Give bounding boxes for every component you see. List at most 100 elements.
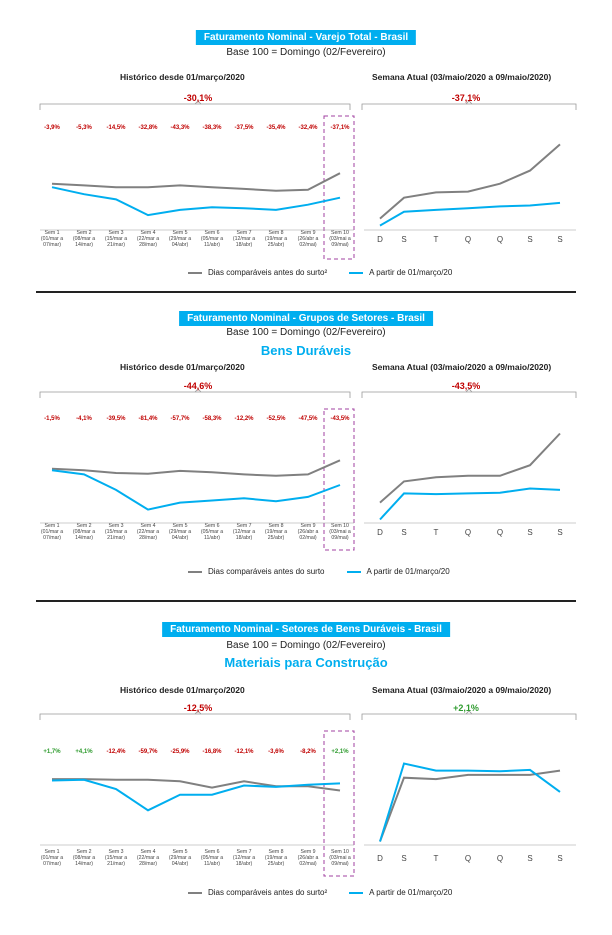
x-tick-label: Sem 3 bbox=[109, 230, 124, 236]
week-change-label: -32,4% bbox=[298, 125, 318, 131]
x-tick-label: (22/mar a bbox=[137, 236, 159, 242]
week-change-label: -4,1% bbox=[76, 416, 92, 422]
history-total-change: -30,1% bbox=[184, 93, 213, 103]
x-tick-label: (01/mar a bbox=[41, 236, 63, 242]
history-bracket bbox=[39, 391, 351, 398]
chart-subtitle: Base 100 = Domingo (02/Fevereiro) bbox=[226, 47, 386, 58]
x-tick-label: Sem 4 bbox=[141, 523, 156, 529]
legend: Dias comparáveis antes do surto² A partir… bbox=[188, 268, 452, 277]
week-total-change: +2,1% bbox=[453, 703, 479, 713]
history-bracket bbox=[39, 713, 351, 720]
x-tick-label: (26/abr a bbox=[298, 855, 319, 861]
week-line-since-march bbox=[379, 487, 561, 521]
day-tick-label: S bbox=[527, 854, 532, 863]
x-tick-label: 02/mai) bbox=[299, 861, 317, 867]
x-tick-label: Sem 10 bbox=[331, 523, 349, 529]
section-divider bbox=[36, 291, 576, 293]
x-tick-label: (19/mar a bbox=[265, 236, 287, 242]
x-tick-label: Sem 9 bbox=[301, 849, 316, 855]
week-change-label: -81,4% bbox=[138, 416, 158, 422]
x-tick-label: (29/mar a bbox=[169, 855, 191, 861]
x-tick-label: 11/abr) bbox=[204, 535, 220, 541]
chart-group-title: Materiais para Construção bbox=[224, 655, 388, 670]
x-tick-label: 04/abr) bbox=[172, 242, 189, 248]
x-tick-label: Sem 5 bbox=[173, 230, 188, 236]
history-header: Histórico desde 01/março/2020 bbox=[120, 72, 245, 82]
x-tick-label: (15/mar a bbox=[105, 236, 127, 242]
x-tick-label: (15/mar a bbox=[105, 529, 127, 535]
week-change-label: -12,1% bbox=[234, 749, 254, 755]
x-tick-label: (26/abr a bbox=[298, 236, 319, 242]
x-tick-label: Sem 10 bbox=[331, 230, 349, 236]
legend-swatch-gray bbox=[188, 271, 202, 274]
x-tick-label: (19/mar a bbox=[265, 855, 287, 861]
history-line-pre-outbreak bbox=[52, 778, 341, 792]
legend-label-since-march: A partir de 01/março/20 bbox=[369, 888, 453, 897]
day-tick-label: Q bbox=[465, 854, 471, 863]
x-tick-label: Sem 1 bbox=[45, 523, 60, 529]
week-change-label: -1,5% bbox=[44, 416, 60, 422]
x-tick-label: (03/mai a bbox=[329, 236, 351, 242]
x-tick-label: Sem 2 bbox=[77, 523, 92, 529]
week-change-label: +4,1% bbox=[75, 749, 93, 755]
section-divider bbox=[36, 600, 576, 602]
day-tick-label: S bbox=[527, 235, 532, 244]
week-bracket bbox=[361, 391, 577, 398]
day-tick-label: S bbox=[557, 528, 562, 537]
week-line-since-march bbox=[379, 201, 561, 227]
day-tick-label: T bbox=[434, 528, 439, 537]
week-total-change: -37,1% bbox=[452, 93, 481, 103]
history-line-since-march bbox=[51, 469, 341, 511]
day-tick-label: Q bbox=[465, 235, 471, 244]
day-tick-label: S bbox=[527, 528, 532, 537]
x-tick-label: 14/mar) bbox=[75, 535, 93, 541]
x-tick-label: Sem 3 bbox=[109, 523, 124, 529]
x-tick-label: (29/mar a bbox=[169, 236, 191, 242]
x-tick-label: Sem 1 bbox=[45, 230, 60, 236]
week-change-label: -3,9% bbox=[44, 125, 60, 131]
day-tick-label: D bbox=[377, 528, 383, 537]
history-bracket bbox=[39, 103, 351, 110]
day-tick-label: Q bbox=[497, 235, 503, 244]
day-tick-label: Q bbox=[497, 528, 503, 537]
x-tick-label: Sem 3 bbox=[109, 849, 124, 855]
x-tick-label: 09/mai) bbox=[331, 535, 349, 541]
day-tick-label: T bbox=[434, 854, 439, 863]
week-change-label: -47,5% bbox=[298, 416, 318, 422]
chart-title-badge: Faturamento Nominal - Varejo Total - Bra… bbox=[195, 30, 417, 45]
legend-swatch-gray bbox=[188, 570, 202, 573]
x-tick-label: (12/mar a bbox=[233, 236, 255, 242]
day-tick-label: S bbox=[401, 854, 406, 863]
week-change-label: -43,5% bbox=[330, 416, 350, 422]
x-tick-label: 14/mar) bbox=[75, 242, 93, 248]
x-tick-label: 18/abr) bbox=[236, 242, 253, 248]
x-tick-label: 21/mar) bbox=[107, 242, 125, 248]
week-total-change: -43,5% bbox=[452, 381, 481, 391]
x-tick-label: 11/abr) bbox=[204, 242, 220, 248]
legend-label-pre-outbreak: Dias comparáveis antes do surto² bbox=[208, 888, 328, 897]
x-tick-label: 25/abr) bbox=[268, 861, 285, 867]
x-tick-label: Sem 4 bbox=[141, 230, 156, 236]
current-week-header: Semana Atual (03/maio/2020 a 09/maio/202… bbox=[372, 685, 552, 695]
week-change-label: -25,9% bbox=[170, 749, 190, 755]
week-change-label: -5,3% bbox=[76, 125, 92, 131]
x-tick-label: Sem 8 bbox=[269, 523, 284, 529]
week-change-label: -37,5% bbox=[234, 125, 254, 131]
x-tick-label: 07/mar) bbox=[43, 861, 61, 867]
chart-title-badge: Faturamento Nominal - Setores de Bens Du… bbox=[162, 622, 450, 637]
x-tick-label: Sem 10 bbox=[331, 849, 349, 855]
x-tick-label: 21/mar) bbox=[107, 535, 125, 541]
chart-title-badge: Faturamento Nominal - Grupos de Setores … bbox=[179, 311, 433, 326]
legend: Dias comparáveis antes do surto A partir … bbox=[188, 567, 450, 576]
history-total-change: -12,5% bbox=[184, 703, 213, 713]
x-tick-label: Sem 6 bbox=[205, 849, 220, 855]
x-tick-label: Sem 1 bbox=[45, 849, 60, 855]
x-tick-label: 21/mar) bbox=[107, 861, 125, 867]
x-tick-label: (12/mar a bbox=[233, 855, 255, 861]
x-tick-label: 02/mai) bbox=[299, 242, 317, 248]
x-tick-label: 04/abr) bbox=[172, 535, 189, 541]
x-tick-label: (29/mar a bbox=[169, 529, 191, 535]
x-tick-label: Sem 7 bbox=[237, 230, 252, 236]
x-tick-label: Sem 2 bbox=[77, 230, 92, 236]
